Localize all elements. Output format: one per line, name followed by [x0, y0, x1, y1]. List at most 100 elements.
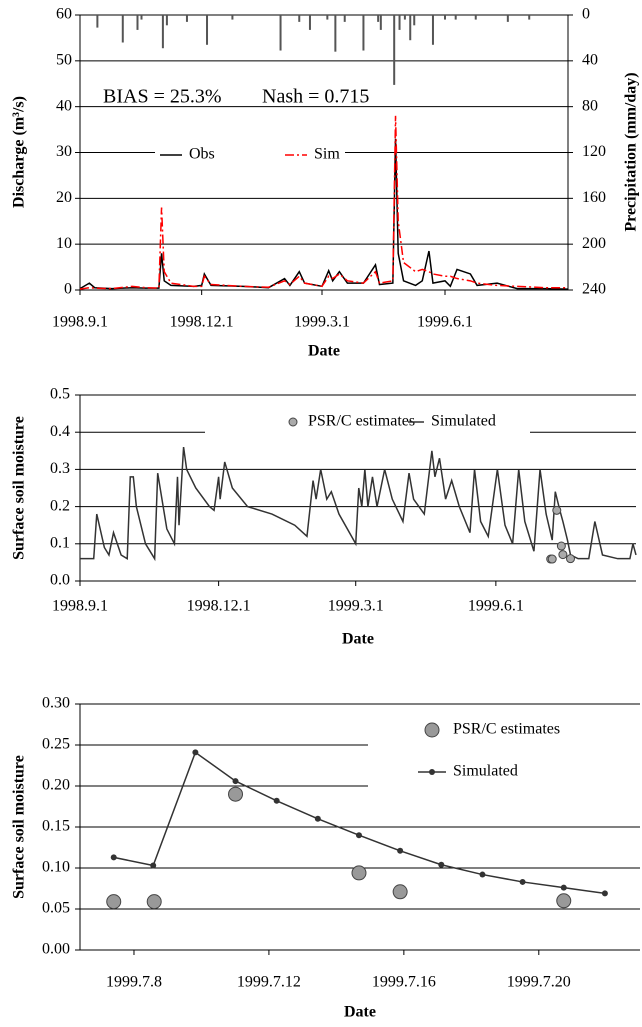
series-marker: [232, 778, 239, 785]
legend-label: PSR/C estimates: [308, 413, 415, 430]
estimate-point: [228, 786, 244, 802]
y2-tick-label: 80: [582, 97, 598, 114]
precipitation-bar: [231, 15, 234, 20]
legend-box: [205, 410, 530, 436]
x-axis-title: Date: [344, 1004, 376, 1021]
y-tick-label: 10: [56, 235, 72, 252]
precipitation-bar: [377, 15, 380, 22]
precipitation-bar: [393, 15, 396, 85]
legend-box: [155, 143, 345, 167]
precipitation-bar: [379, 15, 382, 30]
precipitation-bar: [528, 15, 531, 20]
estimate-point: [556, 541, 566, 551]
precipitation-bar: [206, 15, 209, 45]
x-tick-label: 1998.12.1: [187, 598, 251, 615]
y-tick-label: 0.5: [50, 386, 70, 403]
estimate-point: [547, 554, 557, 564]
precipitation-bar: [121, 15, 124, 43]
precipitation-bar: [279, 15, 282, 51]
y-tick-label: 0.25: [42, 736, 70, 753]
y-tick-label: 0.1: [50, 534, 70, 551]
precipitation-bar: [431, 15, 434, 45]
y-tick-label: 0: [64, 281, 72, 298]
series-marker: [355, 832, 362, 839]
annotation: Nash = 0.715: [262, 86, 369, 108]
legend-marker: [424, 722, 440, 738]
series-marker: [314, 815, 321, 822]
series-marker: [110, 854, 117, 861]
precipitation-bar: [298, 15, 301, 22]
precipitation-bar: [413, 15, 416, 26]
y2-axis-title: Precipitation (mm/day): [623, 72, 640, 231]
series-marker: [479, 871, 486, 878]
legend-marker: [288, 417, 298, 427]
x-tick-label: 1999.7.12: [237, 974, 301, 991]
y-axis-title: Surface soil moisture: [11, 755, 28, 899]
legend-label: Simulated: [453, 763, 518, 780]
series-line: [79, 138, 569, 290]
precipitation-bar: [96, 15, 99, 28]
y2-tick-label: 120: [582, 143, 606, 160]
estimate-point: [552, 505, 562, 515]
series-marker: [273, 797, 280, 804]
precipitation-bar: [506, 15, 509, 22]
y-tick-label: 60: [56, 6, 72, 23]
y2-tick-label: 200: [582, 235, 606, 252]
series-marker: [150, 862, 157, 869]
precipitation-bar: [454, 15, 457, 20]
x-tick-label: 1998.9.1: [52, 314, 108, 331]
precipitation-bar: [326, 15, 329, 20]
y-tick-label: 20: [56, 189, 72, 206]
series-line: [79, 115, 568, 290]
series-marker: [192, 749, 199, 756]
x-tick-label: 1998.12.1: [170, 314, 234, 331]
series-marker: [438, 861, 445, 868]
precipitation-bar: [165, 15, 168, 26]
precipitation-bar: [185, 15, 188, 22]
precipitation-bar: [161, 15, 164, 49]
y2-tick-label: 160: [582, 189, 606, 206]
y-tick-label: 50: [56, 52, 72, 69]
y2-tick-label: 40: [582, 52, 598, 69]
estimate-point: [392, 884, 408, 900]
y-tick-label: 0.4: [50, 423, 70, 440]
estimate-point: [146, 894, 162, 910]
legend-box: [368, 712, 640, 792]
estimate-point: [351, 865, 367, 881]
y2-tick-label: 0: [582, 6, 590, 23]
x-tick-label: 1999.7.20: [507, 974, 571, 991]
y-tick-label: 40: [56, 97, 72, 114]
series-line: [80, 446, 637, 562]
y-tick-label: 0.20: [42, 777, 70, 794]
precipitation-bar: [398, 15, 401, 30]
y-tick-label: 0.05: [42, 900, 70, 917]
x-tick-label: 1999.3.1: [328, 598, 384, 615]
legend-label: Sim: [314, 146, 340, 163]
precipitation-bar: [334, 15, 337, 52]
annotation: BIAS = 25.3%: [103, 86, 222, 108]
legend-label: PSR/C estimates: [453, 721, 560, 738]
x-tick-label: 1998.9.1: [52, 598, 108, 615]
y-tick-label: 0.2: [50, 497, 70, 514]
chart-panel: 0.0 0.1 0.2 0.3 0.4 0.5 1998.9.1 1998.12.1 1999.…: [11, 386, 637, 648]
precipitation-bar: [362, 15, 365, 51]
chart-panel: 0.00 0.05 0.10 0.15 0.20 0.25 0.30 1999.7.8 1999…: [11, 695, 640, 1021]
y2-tick-label: 240: [582, 281, 606, 298]
legend-label: Obs: [189, 146, 215, 163]
series-marker: [560, 884, 567, 891]
series-marker: [601, 890, 608, 897]
precipitation-bar: [308, 15, 311, 30]
legend-label: Simulated: [431, 413, 496, 430]
precipitation-bar: [343, 15, 346, 22]
precipitation-bar: [136, 15, 139, 30]
x-tick-label: 1999.7.8: [106, 974, 162, 991]
precipitation-bar: [474, 15, 477, 20]
series-marker: [519, 878, 526, 885]
y-axis-title: Discharge (m³/s): [11, 96, 28, 208]
precipitation-bar: [409, 15, 412, 41]
series-marker: [397, 847, 404, 854]
precipitation-bar: [403, 15, 406, 20]
x-tick-label: 1999.3.1: [294, 314, 350, 331]
